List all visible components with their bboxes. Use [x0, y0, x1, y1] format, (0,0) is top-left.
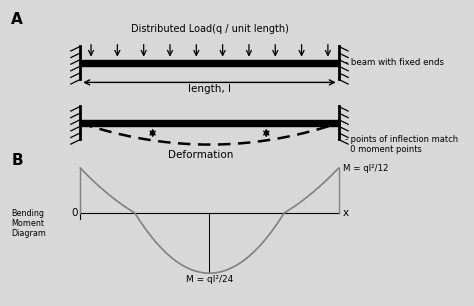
Text: Distributed Load(q / unit length): Distributed Load(q / unit length): [130, 24, 288, 34]
Text: Deformation: Deformation: [168, 150, 234, 160]
Bar: [80, 60, 338, 65]
Bar: [80, 120, 338, 126]
Text: - beam with fixed ends: - beam with fixed ends: [345, 58, 444, 67]
Text: length, l: length, l: [188, 84, 231, 94]
Text: 0: 0: [72, 208, 78, 218]
Text: A: A: [11, 12, 23, 27]
Text: M = ql²/12: M = ql²/12: [343, 163, 389, 173]
Text: x: x: [343, 208, 349, 218]
Text: B: B: [11, 153, 23, 168]
Text: - points of inflection match
  0 moment points: - points of inflection match 0 moment po…: [345, 135, 458, 154]
Text: Bending
Moment
Diagram: Bending Moment Diagram: [11, 209, 46, 238]
Text: M = ql²/24: M = ql²/24: [186, 275, 233, 284]
